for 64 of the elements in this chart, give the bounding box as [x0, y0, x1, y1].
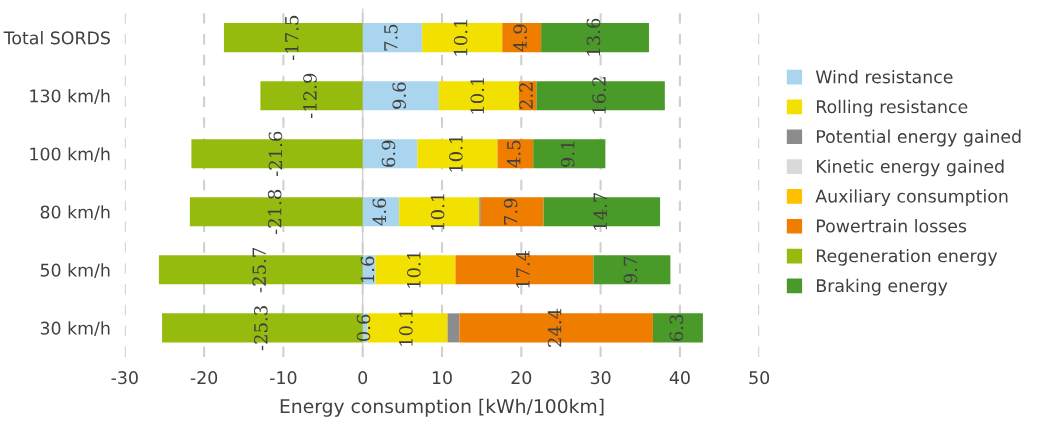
legend-label: Kinetic energy gained [816, 159, 1004, 177]
legend-label: Wind resistance [815, 69, 953, 84]
legend-label: Braking energy [816, 278, 948, 296]
x-tick-label: 20 [511, 371, 532, 385]
data-label: 10.1 [453, 20, 468, 56]
data-label: 17.4 [516, 250, 530, 288]
data-label: 9.7 [623, 256, 638, 284]
data-label: 10.1 [449, 136, 463, 172]
x-tick-label: 50 [749, 371, 770, 385]
x-axis-title: Energy consumption [kWh/100km] [280, 398, 604, 417]
data-label: 4.6 [372, 198, 387, 226]
legend-label: Potential energy gained [816, 129, 1021, 147]
y-tick-label: 50 km/h [40, 263, 110, 279]
data-label: -21.6 [268, 131, 283, 177]
x-tick-label: -20 [190, 371, 218, 385]
data-label: 16.2 [592, 77, 606, 114]
data-label: 13.6 [586, 18, 601, 56]
x-tick-label: 10 [432, 371, 452, 385]
data-label: -25.7 [252, 247, 267, 293]
x-tick-label: -30 [111, 371, 138, 385]
bar [447, 313, 460, 343]
bar [362, 23, 423, 53]
data-label: 4.9 [513, 24, 527, 52]
data-label: 2.2 [519, 83, 533, 109]
data-label: 10.1 [470, 78, 485, 114]
legend-label: Auxiliary consumption [815, 189, 1008, 207]
legend-label: Rolling resistance [816, 99, 968, 117]
data-label: 9.1 [560, 141, 575, 167]
x-tick-label: 30 [590, 371, 611, 385]
bar [502, 23, 542, 53]
data-label: 7.9 [503, 198, 518, 225]
data-label: 10.1 [407, 252, 421, 288]
y-tick-label: 100 km/h [30, 147, 110, 162]
x-tick-label: -10 [270, 371, 297, 385]
data-label: -12.9 [303, 73, 317, 119]
bar [652, 313, 703, 343]
y-tick-label: Total SORDS [3, 31, 110, 45]
data-label: -17.5 [284, 15, 299, 60]
data-label: 6.3 [669, 314, 684, 342]
data-label: 14.7 [593, 192, 608, 230]
data-label: 9.6 [392, 82, 406, 109]
data-label: 1.6 [360, 256, 375, 282]
bar [362, 139, 418, 169]
data-label: 0.6 [356, 314, 371, 342]
x-tick-label: 40 [669, 371, 690, 385]
data-label: 10.1 [430, 194, 445, 230]
data-label: 4.5 [506, 140, 521, 168]
legend-label: Regeneration energy [816, 248, 998, 266]
y-tick-label: 80 km/h [40, 205, 110, 220]
bar [533, 139, 606, 169]
bar [480, 197, 544, 227]
y-tick-label: 30 km/h [40, 321, 110, 337]
data-label: -21.8 [267, 189, 282, 235]
data-label: -25.3 [253, 306, 268, 351]
bar [362, 81, 439, 111]
bar [593, 255, 671, 285]
data-label: 7.5 [384, 24, 398, 51]
data-label: 10.1 [399, 310, 413, 346]
data-label: 24.4 [547, 308, 562, 347]
legend-label: Powertrain losses [816, 219, 967, 233]
data-label: 6.9 [381, 140, 396, 167]
x-tick-label: 0 [358, 371, 368, 385]
y-tick-label: 130 km/h [30, 89, 110, 104]
bar [362, 197, 400, 227]
